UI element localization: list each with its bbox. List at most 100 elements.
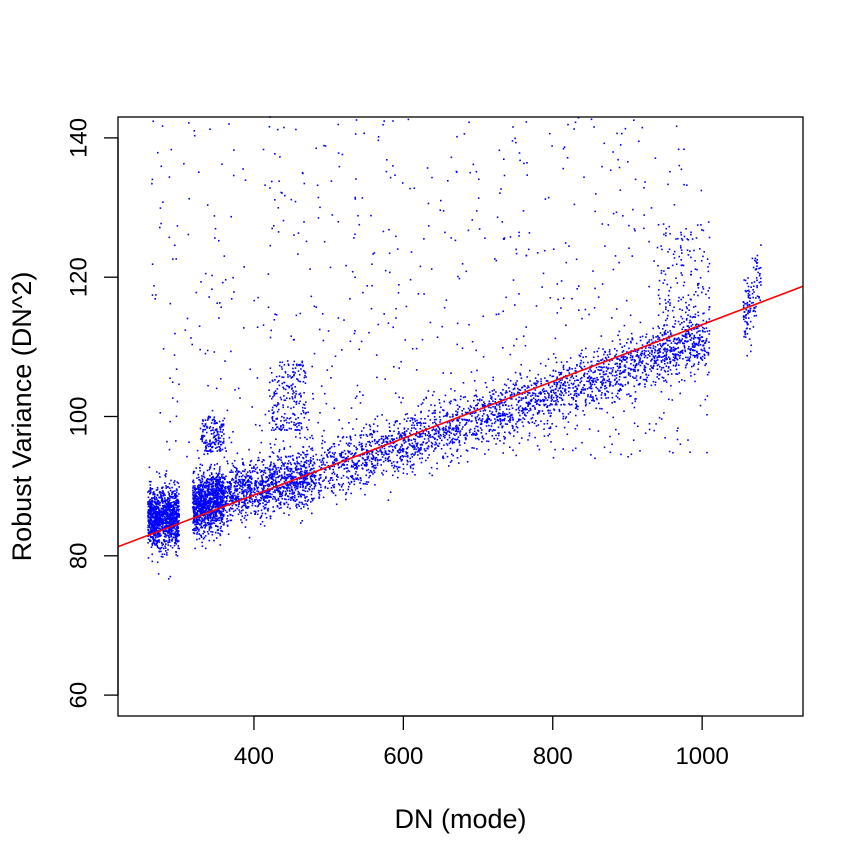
- data-point: [654, 348, 656, 351]
- data-point: [168, 537, 170, 539]
- data-point: [367, 457, 369, 459]
- data-point: [305, 481, 307, 484]
- data-point: [663, 369, 666, 372]
- data-point: [166, 540, 168, 542]
- data-point: [221, 491, 223, 494]
- data-point: [247, 478, 250, 481]
- data-point: [230, 497, 232, 499]
- data-point: [196, 506, 198, 508]
- data-point: [501, 426, 503, 429]
- data-point: [198, 537, 201, 540]
- data-point: [152, 511, 155, 514]
- data-point: [688, 348, 691, 351]
- data-point: [309, 462, 312, 464]
- data-point: [200, 509, 203, 511]
- data-point: [192, 470, 195, 473]
- data-point: [272, 495, 275, 498]
- data-point: [167, 491, 170, 493]
- data-point: [211, 487, 213, 489]
- data-point: [154, 512, 157, 515]
- data-point: [475, 418, 477, 420]
- data-point: [193, 515, 196, 517]
- data-point: [147, 519, 150, 521]
- data-point: [689, 356, 691, 358]
- data-point: [170, 496, 172, 498]
- data-point: [264, 491, 266, 493]
- data-point: [427, 457, 429, 459]
- data-point: [197, 485, 199, 487]
- data-point: [221, 477, 224, 479]
- data-point: [405, 455, 407, 458]
- data-point: [211, 511, 214, 513]
- data-point: [218, 480, 221, 483]
- data-point: [477, 437, 479, 440]
- data-point: [213, 494, 215, 497]
- data-point: [643, 356, 646, 359]
- data-point: [313, 461, 315, 464]
- data-point: [664, 362, 666, 365]
- data-point: [370, 445, 372, 447]
- data-point: [208, 506, 210, 509]
- data-point: [176, 540, 179, 542]
- data-point: [158, 521, 160, 524]
- data-point: [469, 431, 471, 434]
- data-point: [270, 482, 272, 484]
- data-point: [208, 488, 210, 490]
- data-point: [211, 477, 213, 479]
- data-point: [203, 536, 206, 539]
- data-point: [372, 456, 375, 458]
- data-point: [392, 474, 394, 477]
- data-point: [388, 445, 390, 448]
- data-point: [678, 338, 681, 341]
- data-point: [461, 419, 464, 421]
- data-point: [573, 390, 576, 393]
- data-point: [226, 524, 229, 527]
- data-point: [556, 377, 558, 380]
- data-point: [627, 373, 630, 376]
- data-point: [406, 459, 408, 462]
- data-point: [563, 384, 565, 387]
- data-point: [344, 493, 347, 496]
- data-point: [487, 448, 490, 451]
- data-point: [588, 375, 591, 377]
- data-point: [388, 422, 391, 425]
- data-point: [210, 483, 212, 486]
- data-point: [219, 485, 221, 487]
- data-point: [212, 493, 214, 495]
- data-point: [194, 513, 197, 516]
- data-point: [192, 485, 195, 487]
- data-point: [294, 486, 296, 489]
- data-point: [198, 500, 201, 502]
- data-point: [214, 489, 216, 492]
- data-point: [298, 482, 301, 485]
- data-point: [593, 400, 595, 402]
- data-point: [151, 506, 153, 508]
- data-point: [536, 395, 539, 397]
- data-point: [304, 496, 306, 498]
- data-point: [658, 350, 661, 352]
- data-point: [552, 389, 555, 391]
- data-point: [263, 495, 266, 498]
- data-point: [208, 478, 211, 481]
- data-point: [298, 492, 300, 494]
- data-point: [174, 525, 176, 527]
- data-point: [286, 483, 289, 485]
- data-point: [421, 457, 423, 459]
- data-point: [246, 489, 248, 491]
- data-point: [194, 486, 196, 489]
- data-point: [214, 531, 217, 534]
- data-point: [153, 516, 155, 519]
- data-point: [268, 483, 271, 486]
- data-point: [449, 416, 451, 418]
- data-point: [485, 425, 488, 427]
- data-point: [261, 492, 264, 495]
- data-point: [172, 522, 174, 524]
- data-point: [514, 384, 516, 387]
- data-point: [293, 484, 296, 487]
- data-point: [166, 554, 168, 556]
- data-point: [156, 501, 158, 504]
- data-point: [242, 492, 244, 495]
- data-point: [176, 555, 179, 557]
- data-point: [329, 454, 332, 457]
- data-point: [638, 361, 640, 363]
